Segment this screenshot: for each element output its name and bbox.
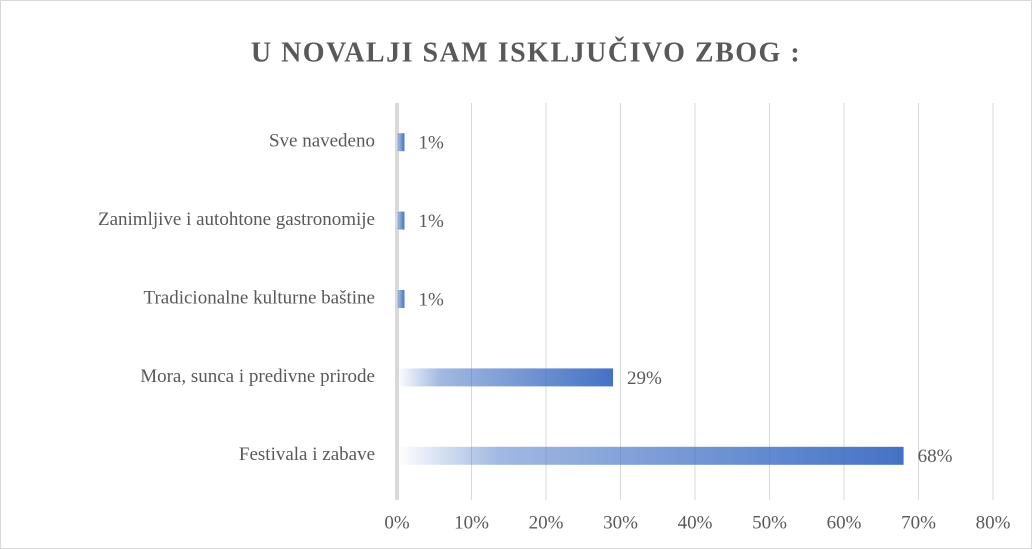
x-tick-label: 60% [827, 512, 862, 533]
bar [397, 290, 405, 308]
y-tick-label: Zanimljive i autohtone gastronomije [98, 209, 375, 230]
value-label: 29% [627, 368, 662, 389]
value-label: 1% [418, 211, 444, 232]
y-tick-label: Tradicionalne kulturne baštine [144, 287, 375, 308]
x-tick-label: 80% [976, 512, 1011, 533]
bar [397, 368, 614, 387]
x-tick-label: 20% [529, 512, 564, 533]
value-label: 68% [918, 446, 953, 467]
x-tick-label: 50% [752, 512, 787, 533]
y-tick-label: Sve navedeno [269, 131, 375, 152]
y-tick-label: Festivala i zabave [239, 444, 375, 465]
x-tick-label: 10% [454, 512, 489, 533]
value-label: 1% [418, 133, 444, 154]
x-tick-label: 30% [603, 512, 638, 533]
bar [397, 446, 904, 465]
bar [397, 133, 405, 152]
value-label: 1% [418, 289, 444, 310]
x-tick-label: 40% [678, 512, 713, 533]
y-tick-label: Mora, sunca i predivne prirode [140, 366, 375, 387]
x-tick-label: 0% [384, 512, 410, 533]
bar [397, 211, 405, 230]
chart-title: U NOVALJI SAM ISKLJUČIVO ZBOG : [251, 37, 801, 68]
x-tick-label: 70% [901, 512, 936, 533]
